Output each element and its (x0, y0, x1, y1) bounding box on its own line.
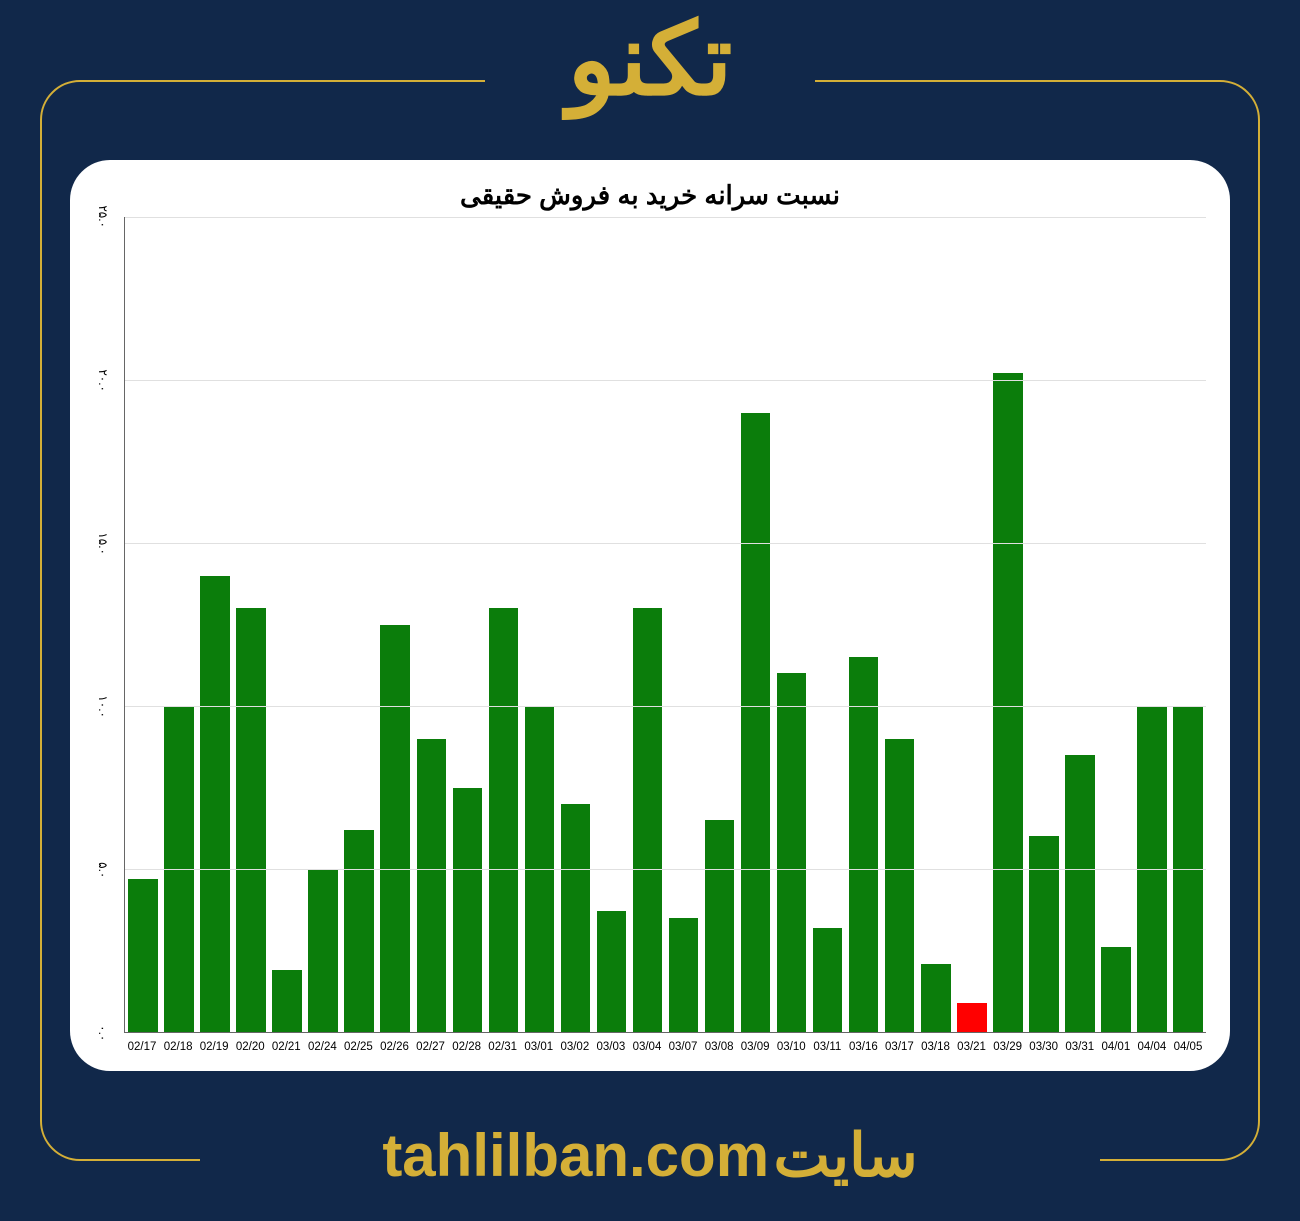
x-tick-label: 03/04 (633, 1041, 662, 1053)
x-tick-label: 03/17 (885, 1041, 914, 1053)
x-tick-label: 03/29 (993, 1041, 1022, 1053)
bar (957, 1003, 987, 1032)
x-tick-label: 02/21 (272, 1041, 301, 1053)
x-tick-label: 02/17 (128, 1041, 157, 1053)
x-tick-label: 02/27 (416, 1041, 445, 1053)
x-axis-labels: 02/17 02/18 02/19 02/20 02/21 02/24 02/25 02/26… (124, 1033, 1206, 1061)
bar (849, 657, 879, 1032)
gridline (125, 869, 1206, 870)
bar (1101, 947, 1131, 1032)
x-tick-label: 04/05 (1174, 1041, 1203, 1053)
x-tick-label: 03/08 (705, 1041, 734, 1053)
bars-layer (125, 217, 1206, 1032)
bar (489, 608, 519, 1032)
x-tick-label: 02/24 (308, 1041, 337, 1053)
bar (669, 918, 699, 1032)
x-tick-label: 02/18 (164, 1041, 193, 1053)
bar (272, 970, 302, 1032)
brand-title: تکنو (0, 10, 1300, 110)
x-tick-label: 03/18 (921, 1041, 950, 1053)
x-tick-label: 03/10 (777, 1041, 806, 1053)
plot-wrap: ۰.۰۵.۰۱۰.۰۱۵.۰۲۰.۰۲۵.۰ 02/1702/1802/1902… (90, 217, 1210, 1061)
x-tick-label: 03/01 (524, 1041, 553, 1053)
x-tick-label: 02/19 (200, 1041, 229, 1053)
bar (1029, 836, 1059, 1032)
bar (741, 413, 771, 1032)
x-tick-label: 03/02 (560, 1041, 589, 1053)
x-tick-label: 03/21 (957, 1041, 986, 1053)
bar (777, 673, 807, 1032)
bar (597, 911, 627, 1032)
y-tick-label: ۲۵.۰ (96, 206, 110, 229)
x-tick-label: 03/31 (1065, 1041, 1094, 1053)
plot-area (124, 217, 1206, 1033)
bar (417, 739, 447, 1032)
x-tick-label: 03/07 (669, 1041, 698, 1053)
x-tick-label: 03/16 (849, 1041, 878, 1053)
bar (705, 820, 735, 1032)
x-tick-label: 02/26 (380, 1041, 409, 1053)
bar (921, 964, 951, 1032)
bar (885, 739, 915, 1032)
y-tick-label: ۵.۰ (96, 862, 110, 878)
gridline (125, 217, 1206, 218)
x-tick-label: 02/20 (236, 1041, 265, 1053)
chart-card: نسبت سرانه خرید به فروش حقیقی ۰.۰ ۵.۰ ۱۰.۰… (70, 160, 1230, 1071)
x-tick-label: 02/25 (344, 1041, 373, 1053)
y-tick-label: ۰.۰ (96, 1025, 110, 1041)
y-tick-label: ۱۰.۰ (96, 695, 110, 718)
bar (1065, 755, 1095, 1032)
x-tick-label: 03/09 (741, 1041, 770, 1053)
bar (453, 788, 483, 1033)
x-tick-label: 03/03 (597, 1041, 626, 1053)
y-axis-labels: ۰.۰۵.۰۱۰.۰۱۵.۰۲۰.۰۲۵.۰ (90, 217, 124, 1033)
bar (813, 928, 843, 1032)
bar (308, 869, 338, 1032)
bar (200, 576, 230, 1032)
bar (344, 830, 374, 1032)
gridline (125, 380, 1206, 381)
footer-label: سایت (774, 1122, 918, 1189)
footer: سایت tahlilban.com (0, 1121, 1300, 1191)
bar (993, 373, 1023, 1032)
gridline (125, 706, 1206, 707)
y-tick-label: ۲۰.۰ (96, 369, 110, 392)
bar (380, 625, 410, 1033)
x-tick-label: 02/31 (488, 1041, 517, 1053)
y-tick-label: ۱۵.۰ (96, 532, 110, 555)
stage: تکنو نسبت سرانه خرید به فروش حقیقی ۰.۰ ۵.… (0, 0, 1300, 1221)
x-tick-label: 03/11 (813, 1041, 841, 1053)
bar (561, 804, 591, 1032)
bar (236, 608, 266, 1032)
x-tick-label: 02/28 (452, 1041, 481, 1053)
footer-url: tahlilban.com (382, 1122, 769, 1189)
bar (633, 608, 663, 1032)
bar (128, 879, 158, 1032)
x-tick-label: 03/30 (1029, 1041, 1058, 1053)
chart-title: نسبت سرانه خرید به فروش حقیقی (90, 180, 1210, 211)
gridline (125, 543, 1206, 544)
x-tick-label: 04/01 (1101, 1041, 1130, 1053)
x-tick-label: 04/04 (1138, 1041, 1167, 1053)
